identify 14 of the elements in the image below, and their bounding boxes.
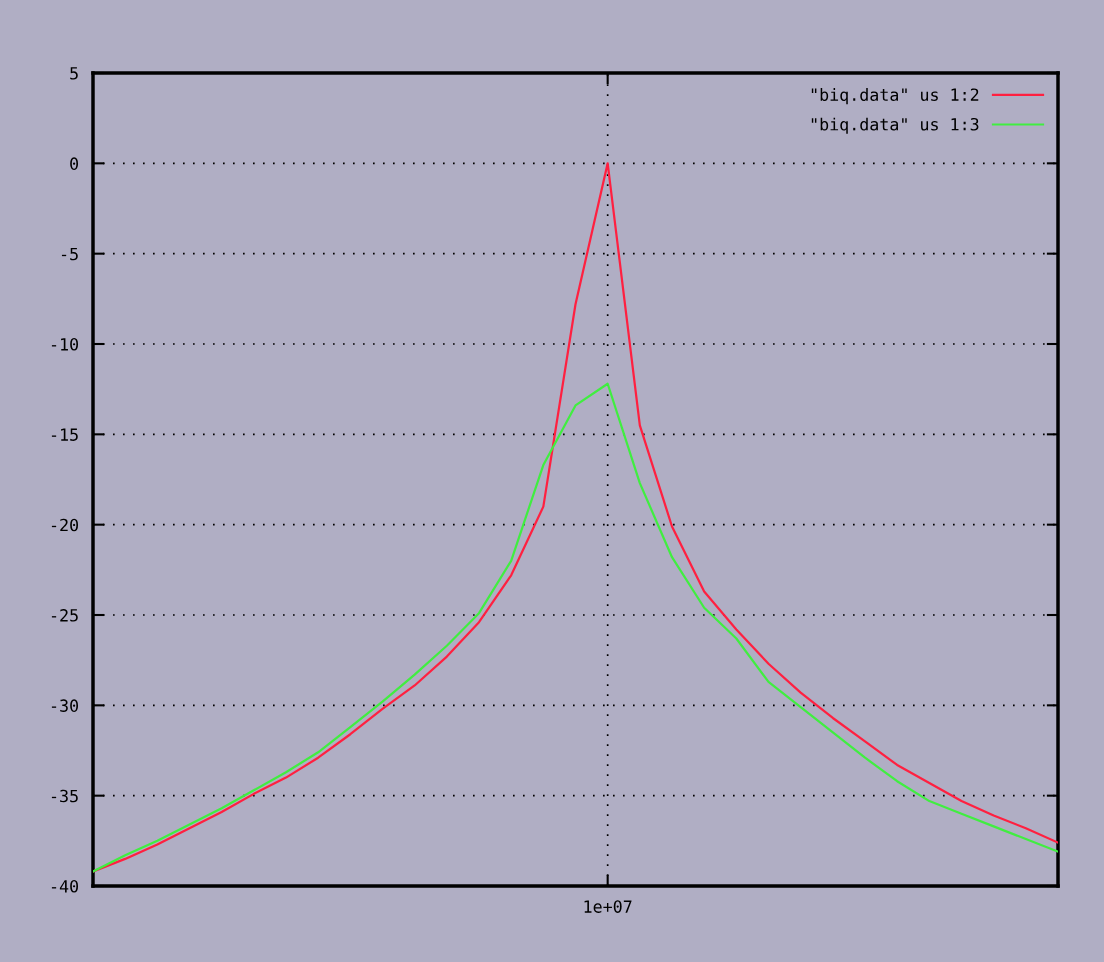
y-tick-label: -35 — [51, 789, 78, 803]
y-tick-label: 5 — [70, 67, 78, 80]
y-tick-label: -5 — [61, 247, 78, 261]
x-tick-label: 1e+07 — [584, 900, 632, 913]
legend-label: "biq.data" us 1:3 — [811, 117, 979, 134]
y-tick-label: -30 — [51, 699, 79, 712]
y-tick-label: -40 — [51, 880, 79, 893]
y-tick-label: -15 — [51, 428, 78, 441]
legend-label: "biq.data" us 1:2 — [811, 88, 979, 105]
line-series — [93, 382, 1058, 873]
y-tick-label: -20 — [51, 518, 79, 532]
y-tick-label: -10 — [51, 338, 79, 351]
y-tick-label: 0 — [70, 157, 79, 170]
y-tick-label: -25 — [51, 609, 78, 622]
